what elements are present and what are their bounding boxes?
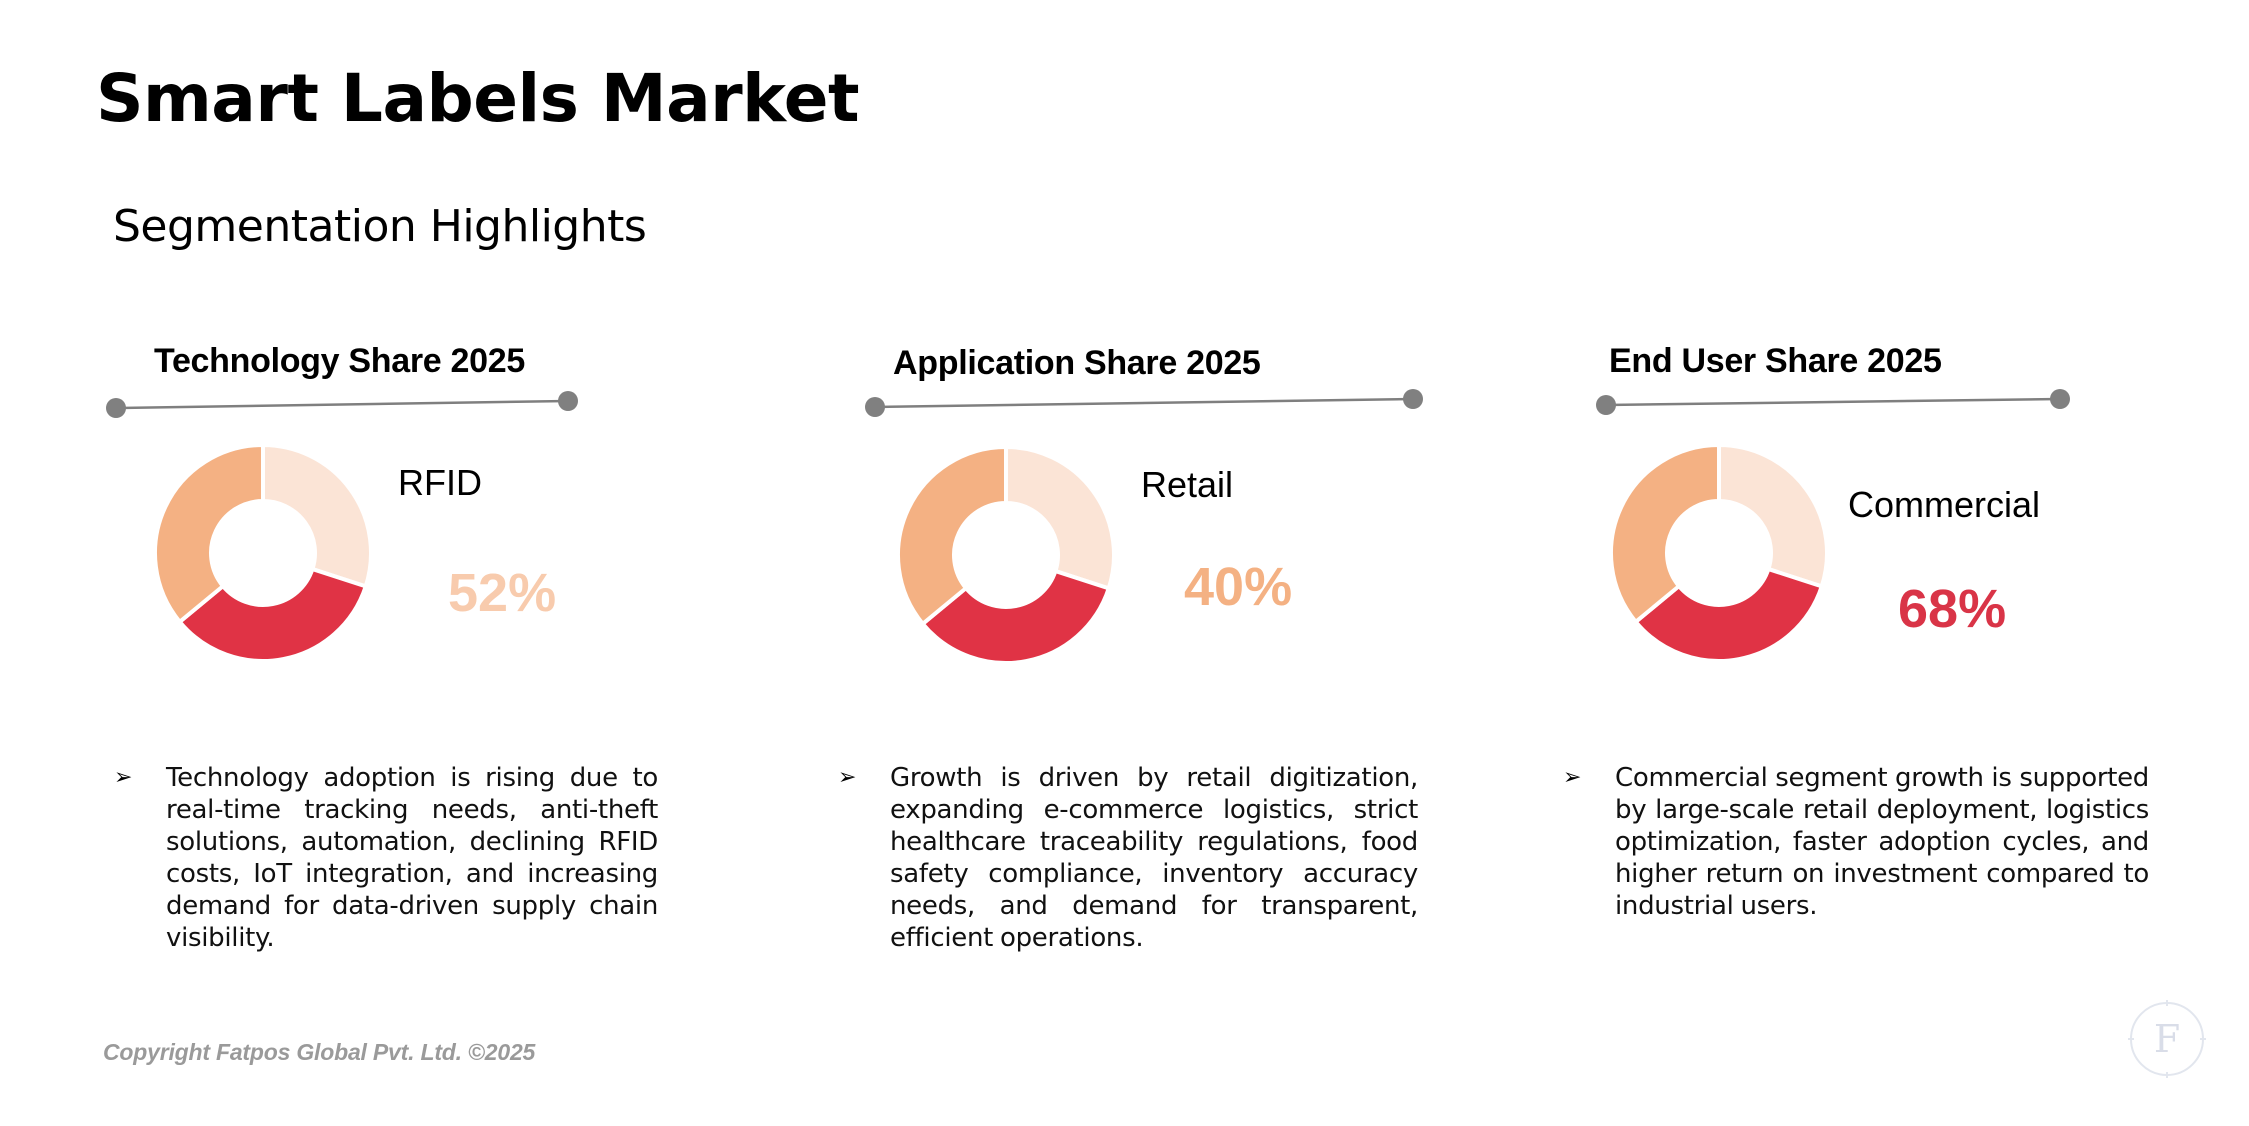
bullet-point: ➢ Growth is driven by retail digitizatio… (838, 762, 1418, 954)
segment-value: 40% (1184, 557, 1293, 617)
technology-donut-chart (153, 442, 373, 663)
bullet-text: Commercial segment growth is supported b… (1615, 763, 2149, 921)
arrow-bullet-icon: ➢ (838, 765, 857, 790)
arrow-bullet-icon: ➢ (1563, 765, 1582, 790)
bullet-point: ➢ Commercial segment growth is supported… (1563, 762, 2149, 922)
connector-start-dot (106, 398, 126, 418)
donut-red-slice (919, 568, 1112, 665)
donut-light-peach-slice (1004, 444, 1116, 591)
panel-heading: End User Share 2025 (1609, 342, 1942, 380)
connector-start-dot (1596, 395, 1616, 415)
connector-end-dot (2050, 389, 2070, 409)
donut-peach-slice (896, 444, 1008, 627)
donut-peach-slice (153, 442, 265, 625)
page-subtitle: Segmentation Highlights (113, 201, 647, 252)
heading-connector (1596, 389, 2070, 415)
fatpos-logo-watermark: F (2128, 1000, 2206, 1078)
end-user-donut-chart (1609, 442, 1829, 663)
donut-light-peach-slice (261, 442, 373, 589)
connector-end-dot (558, 391, 578, 411)
donut-light-peach-slice (1717, 442, 1829, 589)
application-donut-chart (896, 444, 1116, 665)
bullet-text: Technology adoption is rising due to rea… (166, 763, 658, 953)
segment-label: RFID (398, 462, 482, 503)
segment-label: Retail (1141, 464, 1234, 505)
donut-red-slice (176, 566, 369, 663)
heading-connector (106, 391, 578, 418)
connector-line (1605, 397, 2061, 407)
watermark-letter: F (2154, 1017, 2180, 1061)
connector-line (115, 399, 569, 410)
panel-heading: Technology Share 2025 (154, 342, 525, 380)
segment-value: 52% (448, 563, 557, 623)
segment-value: 68% (1898, 579, 2007, 639)
connector-end-dot (1403, 389, 1423, 409)
arrow-bullet-icon: ➢ (114, 765, 133, 790)
bullet-text: Growth is driven by retail digitization,… (890, 763, 1418, 953)
page-title: Smart Labels Market (96, 60, 860, 137)
heading-connector (865, 389, 1423, 417)
donut-peach-slice (1609, 442, 1721, 625)
connector-line (874, 397, 1414, 409)
bullet-point: ➢ Technology adoption is rising due to r… (114, 762, 658, 954)
connector-start-dot (865, 397, 885, 417)
segment-label: Commercial (1848, 484, 2041, 525)
donut-red-slice (1632, 566, 1825, 663)
copyright-notice: Copyright Fatpos Global Pvt. Ltd. ©2025 (103, 1039, 536, 1065)
panel-heading: Application Share 2025 (893, 344, 1261, 382)
